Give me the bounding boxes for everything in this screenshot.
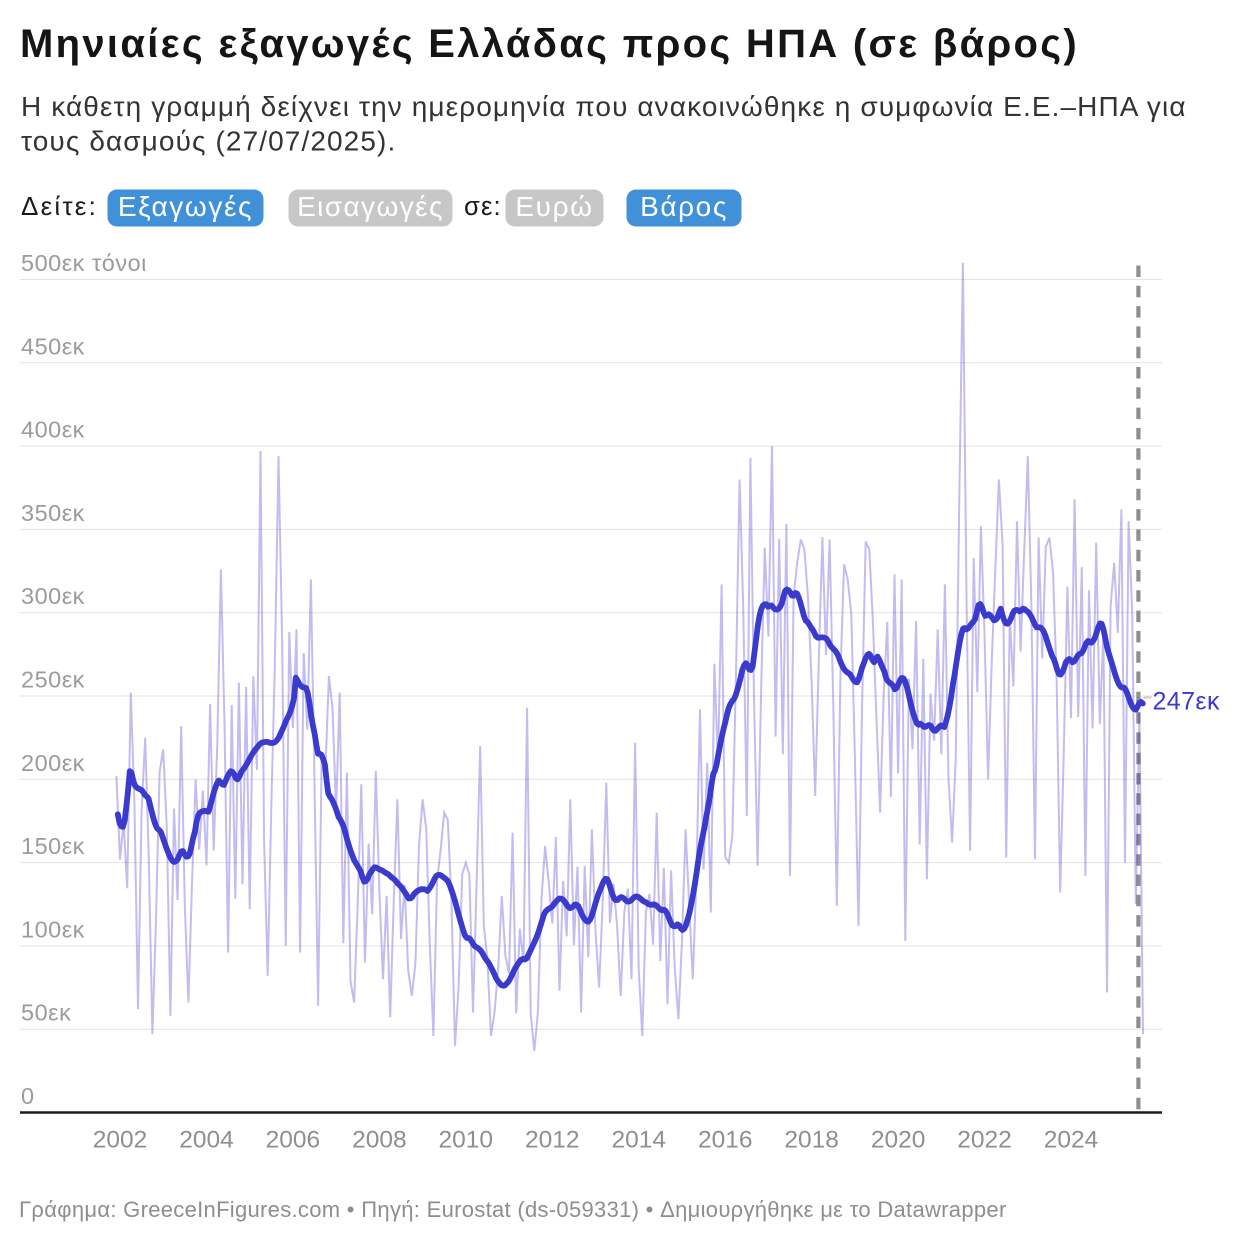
svg-text:0: 0 (21, 1083, 34, 1109)
svg-text:400εκ: 400εκ (21, 417, 85, 443)
svg-text:2022: 2022 (957, 1127, 1012, 1154)
svg-text:Εισαγωγές: Εισαγωγές (297, 191, 444, 222)
svg-text:350εκ: 350εκ (21, 500, 85, 526)
svg-text:2014: 2014 (611, 1127, 666, 1154)
svg-text:Βάρος: Βάρος (640, 191, 728, 222)
svg-text:250εκ: 250εκ (21, 667, 85, 693)
svg-text:450εκ: 450εκ (21, 333, 85, 359)
svg-text:200εκ: 200εκ (21, 750, 85, 776)
svg-text:Ευρώ: Ευρώ (515, 191, 593, 222)
svg-text:2020: 2020 (871, 1127, 926, 1154)
svg-text:Μηνιαίες εξαγωγές Ελλάδας προς: Μηνιαίες εξαγωγές Ελλάδας προς ΗΠΑ (σε β… (20, 22, 1079, 66)
svg-text:2024: 2024 (1044, 1127, 1099, 1154)
svg-text:2008: 2008 (352, 1127, 407, 1154)
svg-text:100εκ: 100εκ (21, 916, 85, 942)
svg-text:Γράφημα: GreeceInFigures.com •: Γράφημα: GreeceInFigures.com • Πηγή: Eur… (19, 1197, 1007, 1222)
svg-text:2004: 2004 (179, 1127, 234, 1154)
svg-text:2016: 2016 (698, 1127, 753, 1154)
svg-text:150εκ: 150εκ (21, 833, 85, 859)
svg-text:Η κάθετη γραμμή δείχνει την ημ: Η κάθετη γραμμή δείχνει την ημερομηνία π… (21, 91, 1187, 122)
svg-text:τους δασμούς (27/07/2025).: τους δασμούς (27/07/2025). (21, 126, 396, 157)
svg-text:2018: 2018 (784, 1127, 839, 1154)
svg-text:500εκ τόνοι: 500εκ τόνοι (21, 250, 147, 276)
svg-text:50εκ: 50εκ (21, 1000, 71, 1026)
svg-text:2006: 2006 (266, 1127, 321, 1154)
svg-text:2012: 2012 (525, 1127, 580, 1154)
svg-text:300εκ: 300εκ (21, 583, 85, 609)
svg-text:Εξαγωγές: Εξαγωγές (118, 191, 253, 222)
svg-text:Δείτε:: Δείτε: (21, 191, 98, 221)
svg-text:2002: 2002 (93, 1127, 148, 1154)
svg-text:2010: 2010 (439, 1127, 494, 1154)
svg-text:σε:: σε: (464, 193, 502, 221)
svg-text:247εκ: 247εκ (1153, 688, 1220, 716)
